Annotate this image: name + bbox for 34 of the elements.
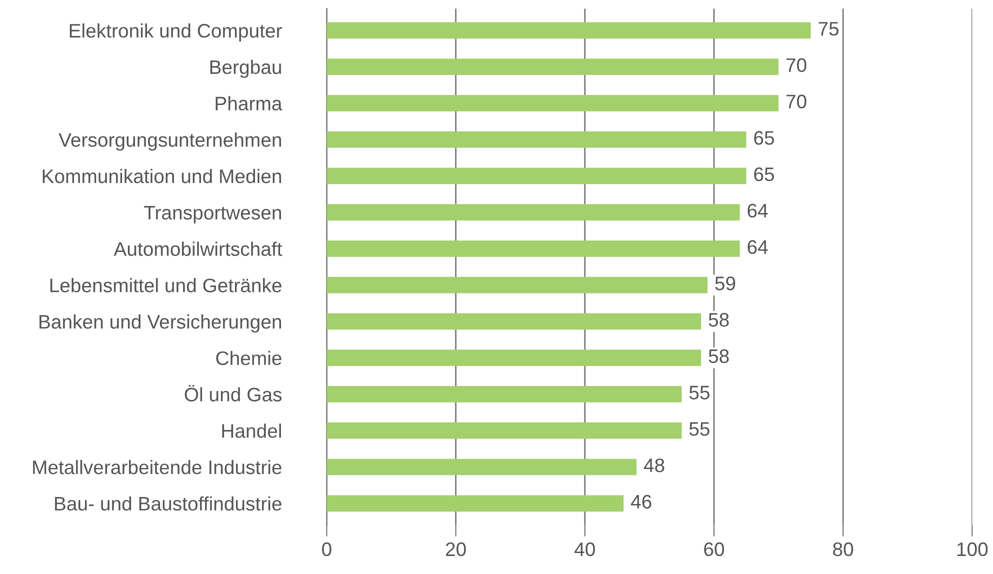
data-label: 64 <box>748 240 768 254</box>
y-tick-label: Kommunikation und Medien <box>42 168 282 184</box>
x-tick-label: 100 <box>957 542 988 556</box>
x-tick-label: 60 <box>704 542 724 556</box>
x-tick-label: 20 <box>446 542 466 556</box>
data-label: 70 <box>786 58 806 72</box>
data-label: 48 <box>644 458 664 472</box>
y-tick-label: Elektronik und Computer <box>70 23 282 42</box>
y-tick-label: Banken und Versicherungen <box>40 314 282 333</box>
y-tick-label: Öl und Gas <box>184 385 282 402</box>
y-tick-label: Handel <box>222 424 281 438</box>
y-tick-label: Lebensmittel und Getränke <box>50 278 282 292</box>
data-label: 55 <box>689 422 710 436</box>
data-label: 64 <box>748 204 768 218</box>
data-label: 59 <box>715 276 736 290</box>
x-tick-label: 0 <box>322 542 332 556</box>
data-label: 58 <box>708 312 729 327</box>
y-tick-label: Bau- und Baustoffindustrie <box>55 496 282 511</box>
y-tick-label: Bergbau <box>210 60 281 78</box>
data-label: 75 <box>818 22 839 36</box>
y-tick-label: Versorgungsunternehmen <box>58 132 282 151</box>
data-label: 55 <box>689 386 710 400</box>
y-tick-label: Chemie <box>216 350 282 366</box>
data-label: 46 <box>630 494 652 509</box>
data-label: 70 <box>786 94 806 108</box>
y-tick-label: Metallverarbeitende Industrie <box>33 460 282 474</box>
y-tick-label: Pharma <box>216 96 282 110</box>
data-label: 58 <box>708 349 729 364</box>
data-label: 65 <box>754 167 774 182</box>
data-label: 65 <box>754 131 774 145</box>
y-tick-label: Automobilwirtschaft <box>114 242 282 256</box>
x-tick-label: 40 <box>574 542 595 556</box>
x-tick-label: 80 <box>833 542 854 556</box>
y-tick-label: Transportwesen <box>144 206 281 224</box>
